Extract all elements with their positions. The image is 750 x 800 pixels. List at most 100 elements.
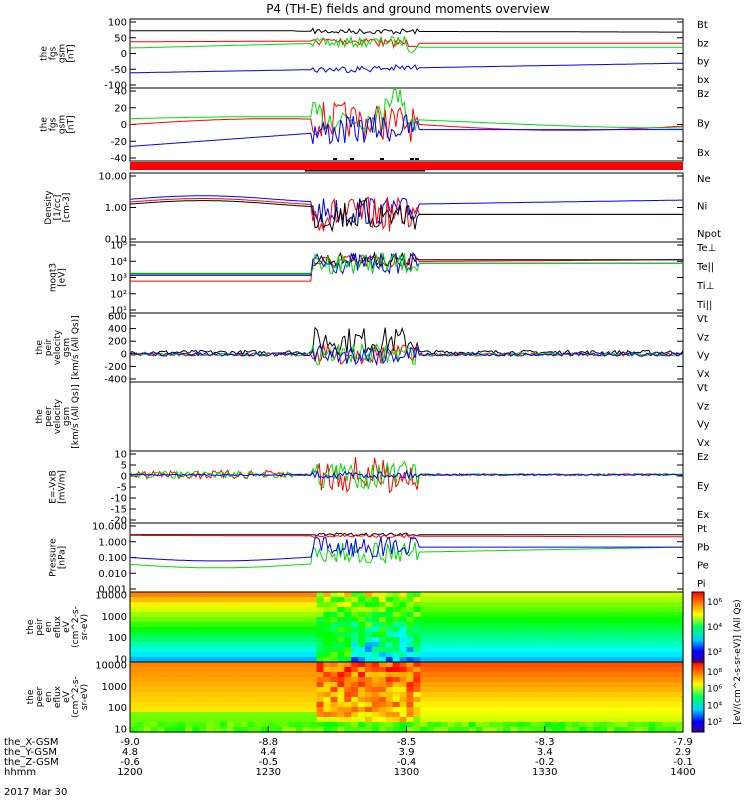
- heatmap-cell: [351, 627, 359, 633]
- heatmap-cell: [171, 602, 179, 608]
- heatmap-cell: [358, 697, 366, 703]
- heatmap-cell: [192, 672, 200, 678]
- heatmap-cell: [482, 662, 490, 668]
- heatmap-cell: [130, 722, 138, 728]
- heatmap-cell: [295, 597, 304, 603]
- heatmap-cell: [427, 592, 435, 598]
- heatmap-cell: [641, 697, 649, 703]
- heatmap-cell: [607, 712, 615, 718]
- heatmap-cell: [655, 727, 663, 733]
- ytick-label: 10000: [95, 591, 127, 602]
- heatmap-cell: [489, 667, 497, 673]
- heatmap-cell: [558, 697, 567, 703]
- heatmap-cell: [662, 667, 670, 673]
- heatmap-cell: [558, 602, 567, 608]
- heatmap-cell: [226, 687, 235, 693]
- heatmap-cell: [164, 662, 173, 668]
- heatmap-cell: [233, 642, 242, 648]
- heatmap-cell: [275, 612, 283, 618]
- heatmap-cell: [392, 707, 401, 713]
- heatmap-cell: [662, 632, 670, 638]
- heatmap-cell: [517, 607, 525, 613]
- heatmap-cell: [309, 677, 318, 683]
- heatmap-cell: [454, 697, 463, 703]
- heatmap-cell: [212, 602, 221, 608]
- heatmap-cell: [289, 632, 297, 638]
- ylabel-line: (cm^2-s-: [71, 676, 81, 718]
- heatmap-cell: [164, 647, 173, 653]
- heatmap-cell: [240, 692, 249, 698]
- heatmap-cell: [371, 692, 380, 698]
- heatmap-cell: [530, 692, 539, 698]
- trace-efield-blue: [129, 469, 684, 480]
- heatmap-cell: [461, 642, 470, 648]
- ytick-label: 1.00: [105, 203, 127, 214]
- heatmap-cell: [676, 697, 684, 703]
- heatmap-cell: [406, 692, 414, 698]
- heatmap-cell: [634, 622, 643, 628]
- heatmap-cell: [517, 597, 525, 603]
- heatmap-cell: [434, 607, 442, 613]
- heatmap-cell: [344, 707, 352, 713]
- heatmap-cell: [544, 602, 553, 608]
- heatmap-cell: [544, 652, 553, 658]
- heatmap-cell: [544, 677, 553, 683]
- heatmap-cell: [240, 642, 249, 648]
- heatmap-cell: [620, 652, 629, 658]
- heatmap-cell: [634, 652, 643, 658]
- heatmap-cell: [275, 637, 283, 643]
- heatmap-cell: [461, 597, 470, 603]
- heatmap-cell: [399, 722, 408, 728]
- heatmap-cell: [420, 632, 428, 638]
- heatmap-cell: [517, 652, 525, 658]
- heatmap-cell: [275, 712, 283, 718]
- legend-fgs_gsm_zoom-Bx: Bx: [697, 148, 710, 159]
- heatmap-cell: [620, 612, 629, 618]
- trace-peir_velocity-green: [129, 343, 684, 366]
- heatmap-cell: [551, 617, 560, 623]
- ytick-label: 10⁴: [110, 257, 127, 268]
- heatmap-cell: [489, 597, 497, 603]
- heatmap-cell: [454, 627, 463, 633]
- heatmap-cell: [510, 612, 518, 618]
- heatmap-cell: [219, 727, 228, 733]
- heatmap-cell: [600, 637, 608, 643]
- heatmap-cell: [385, 712, 394, 718]
- heatmap-cell: [143, 642, 152, 648]
- heatmap-cell: [282, 727, 290, 733]
- heatmap-cell: [164, 612, 173, 618]
- heatmap-cell: [185, 602, 193, 608]
- heatmap-cell: [461, 722, 470, 728]
- heatmap-cell: [164, 642, 173, 648]
- heatmap-cell: [517, 647, 525, 653]
- heatmap-cell: [130, 627, 138, 633]
- heatmap-cell: [579, 712, 587, 718]
- heatmap-cell: [586, 667, 594, 673]
- ylabel-line: velocity: [53, 329, 63, 365]
- heatmap-cell: [503, 702, 511, 708]
- heatmap-cell: [157, 707, 166, 713]
- heatmap-cell: [330, 607, 338, 613]
- heatmap-cell: [212, 692, 221, 698]
- heatmap-cell: [261, 667, 269, 673]
- heatmap-cell: [206, 602, 214, 608]
- heatmap-cell: [199, 707, 207, 713]
- heatmap-cell: [613, 602, 622, 608]
- heatmap-cell: [461, 707, 470, 713]
- heatmap-cell: [351, 657, 359, 663]
- heatmap-cell: [496, 627, 504, 633]
- heatmap-cell: [254, 622, 262, 628]
- heatmap-cell: [579, 662, 587, 668]
- heatmap-cell: [413, 672, 421, 678]
- heatmap-cell: [268, 597, 276, 603]
- heatmap-cell: [206, 672, 214, 678]
- heatmap-cell: [565, 652, 573, 658]
- heatmap-cell: [206, 682, 214, 688]
- heatmap-cell: [351, 712, 359, 718]
- heatmap-cell: [192, 657, 200, 663]
- heatmap-cell: [143, 712, 152, 718]
- heatmap-cell: [150, 652, 159, 658]
- ytick-label: 600: [108, 312, 127, 323]
- heatmap-cell: [669, 592, 677, 598]
- heatmap-cell: [337, 727, 345, 733]
